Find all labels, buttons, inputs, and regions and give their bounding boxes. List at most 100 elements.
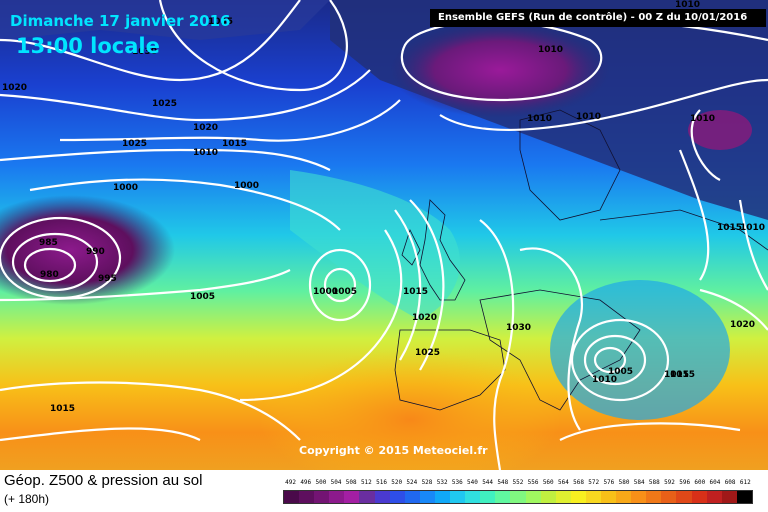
scale-value: 524: [406, 479, 418, 486]
scale-value: 508: [345, 479, 357, 486]
scale-swatch: [661, 491, 677, 503]
scale-swatch: [631, 491, 647, 503]
isobar-label: 1015: [403, 287, 428, 297]
scale-value: 512: [360, 479, 372, 486]
scale-value: 572: [588, 479, 600, 486]
isobar-label: 1010: [675, 0, 700, 10]
cold-airmass-nw: [0, 0, 330, 40]
scale-value: 560: [542, 479, 554, 486]
scale-swatch: [389, 491, 405, 503]
scale-swatch: [555, 491, 571, 503]
scale-swatch: [721, 491, 737, 503]
isobar-label: 1025: [152, 99, 177, 109]
isobar-label: 1025: [415, 348, 440, 358]
scale-value: 544: [482, 479, 494, 486]
scale-swatch: [299, 491, 315, 503]
scale-value: 536: [451, 479, 463, 486]
scale-swatch: [284, 491, 300, 503]
legend-subtitle: (+ 180h): [4, 492, 50, 506]
scale-value: 596: [679, 479, 691, 486]
scale-value: 604: [709, 479, 721, 486]
scale-swatch: [434, 491, 451, 503]
trough-central-europe: [550, 280, 730, 420]
color-scale-labels: 492 496 500 504 508 512 516 520 524 528 532 536 540 5…: [283, 479, 753, 489]
isobar-label: 1000: [113, 183, 138, 193]
ridge-sw: [260, 350, 560, 470]
isobar-label: 1005: [608, 367, 633, 377]
scale-value: 496: [300, 479, 312, 486]
scale-swatch: [495, 491, 511, 503]
isobar-label: 1010: [193, 148, 218, 158]
scale-swatch: [510, 491, 526, 503]
scale-swatch: [359, 491, 375, 503]
scale-swatch: [600, 491, 617, 503]
isobar-label: 1020: [2, 83, 27, 93]
scale-value: 504: [330, 479, 342, 486]
isobar-label: 1010: [527, 114, 552, 124]
isobars: [0, 0, 768, 470]
isobar-label: 1000: [234, 181, 259, 191]
isobar-label: 1010: [690, 114, 715, 124]
scale-swatch: [646, 491, 662, 503]
scale-value: 552: [512, 479, 524, 486]
scale-swatch: [374, 491, 390, 503]
isobar-label: 1015: [50, 404, 75, 414]
scale-swatch: [450, 491, 466, 503]
isobar-label: 1015: [222, 139, 247, 149]
scale-value: 600: [694, 479, 706, 486]
low-pressure-core-n: [390, 22, 610, 118]
isobar-label: 1015: [717, 223, 742, 233]
legend-title: Géop. Z500 & pression au sol: [4, 472, 203, 489]
scale-swatch: [525, 491, 541, 503]
isobar-label: 1005: [190, 292, 215, 302]
isobar-label: 1010: [538, 45, 563, 55]
color-scale: 492 496 500 504 508 512 516 520 524 528 532 536 540 5…: [283, 479, 753, 505]
scale-value: 548: [497, 479, 509, 486]
scale-swatch: [419, 491, 435, 503]
scale-value: 576: [603, 479, 615, 486]
scale-swatch: [736, 491, 752, 503]
scale-value: 612: [739, 479, 751, 486]
scale-swatch: [480, 491, 496, 503]
scale-swatch: [691, 491, 707, 503]
isobar-label: 1010: [740, 223, 765, 233]
scale-value: 588: [648, 479, 660, 486]
scale-value: 528: [421, 479, 433, 486]
isobar-label: 1020: [412, 313, 437, 323]
isobar-label: 1015: [664, 370, 689, 380]
scale-swatch: [676, 491, 692, 503]
low-pressure-core-nw: [0, 195, 175, 305]
isobar-label: 1010: [592, 375, 617, 385]
isobar-label: 1020: [193, 123, 218, 133]
isobar-label: 1030: [506, 323, 531, 333]
isobar-label: 980: [40, 270, 59, 280]
scale-value: 540: [467, 479, 478, 486]
scale-swatch: [329, 491, 345, 503]
isobar-label: 1005: [332, 287, 357, 297]
isobar-label: 985: [39, 238, 58, 248]
scale-value: 500: [315, 479, 327, 486]
copyright-notice: Copyright © 2015 Meteociel.fr: [299, 444, 488, 457]
scale-swatch: [465, 491, 481, 503]
isobar-label: 1020: [730, 320, 755, 330]
scale-value: 516: [376, 479, 387, 486]
scale-value: 580: [618, 479, 630, 486]
isobar-label: 1035: [208, 17, 233, 27]
scale-swatch: [344, 491, 360, 503]
scale-value: 592: [664, 479, 675, 486]
coastlines: [394, 109, 768, 411]
scale-value: 568: [573, 479, 584, 486]
scale-swatch: [616, 491, 632, 503]
scale-value: 564: [557, 479, 569, 486]
scale-value: 608: [724, 479, 736, 486]
isobar-label: 1000: [313, 287, 338, 297]
isobar-label: 1015: [670, 370, 695, 380]
isobar-label: 1010: [576, 112, 601, 122]
forecast-time: 13:00 locale: [16, 34, 160, 58]
isobar-label: 1025: [122, 139, 147, 149]
scale-swatch: [404, 491, 420, 503]
scale-value: 584: [633, 479, 645, 486]
